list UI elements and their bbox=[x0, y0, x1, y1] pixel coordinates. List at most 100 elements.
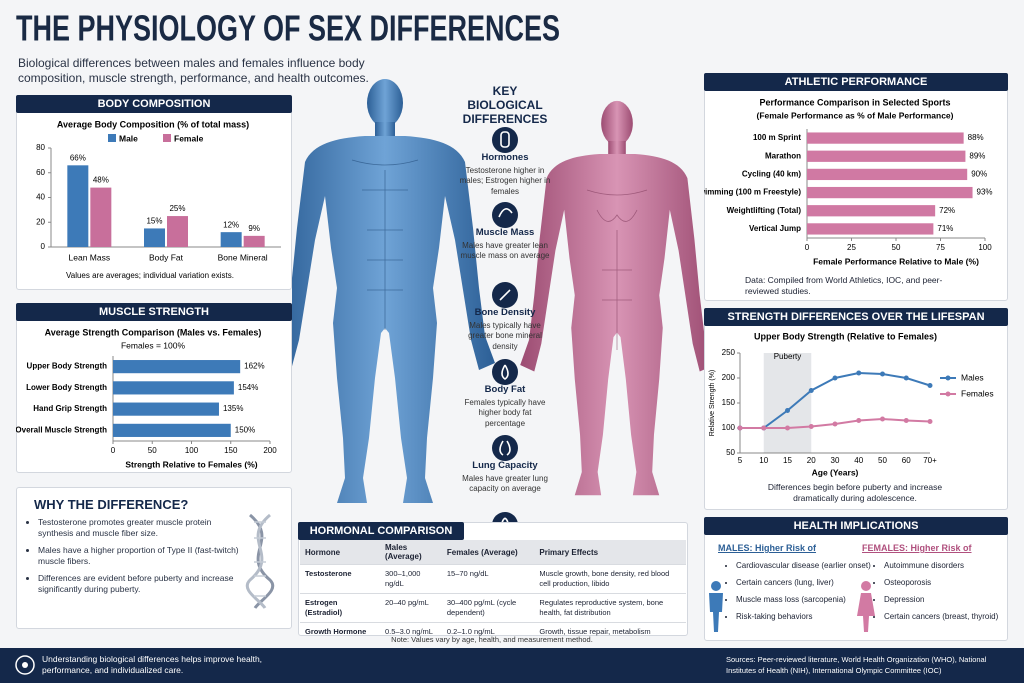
females-list: Autoimmune disorders Osteoporosis Depressi… bbox=[872, 560, 1014, 628]
x-tick-label: 50 bbox=[878, 456, 887, 465]
risk-item: Osteoporosis bbox=[884, 577, 1014, 588]
value-label: 154% bbox=[238, 383, 258, 392]
legend-label: Male bbox=[119, 133, 138, 143]
x-tick-label: 70+ bbox=[923, 456, 937, 465]
y-tick-label: 60 bbox=[36, 168, 45, 177]
risk-item: Certain cancers (breast, thyroid) bbox=[884, 611, 1014, 622]
chart: Upper Body Strength (Relative to Females… bbox=[709, 331, 994, 477]
footer-sources: Sources: Peer-reviewed literature, World… bbox=[726, 655, 987, 675]
y-tick-label: 80 bbox=[36, 143, 45, 152]
bar bbox=[807, 205, 936, 217]
why-bullet: Differences are evident before puberty a… bbox=[38, 573, 248, 595]
table-cell: Testosterone bbox=[300, 564, 380, 594]
key-item-title: Body Fat bbox=[484, 384, 526, 395]
table-note: Note: Values vary by age, health, and me… bbox=[391, 635, 593, 644]
table-cell: 20–40 pg/mL bbox=[380, 593, 442, 623]
footer bbox=[0, 648, 1024, 683]
y-tick-label: 20 bbox=[36, 217, 45, 226]
x-tick-label: 0 bbox=[805, 243, 810, 252]
y-tick-label: Hand Grip Strength bbox=[33, 404, 107, 413]
x-tick-label: 50 bbox=[892, 243, 901, 252]
chart-note: Values are averages; individual variatio… bbox=[66, 271, 234, 280]
chart: Performance Comparison in Selected Sport… bbox=[704, 97, 993, 266]
table-box: Hormone Males (Average) Females (Average) P… bbox=[300, 540, 686, 641]
y-tick-label: Upper Body Strength bbox=[27, 362, 108, 371]
x-tick-label: Lean Mass bbox=[69, 252, 111, 262]
x-tick-label: 50 bbox=[148, 446, 157, 455]
bar bbox=[807, 223, 934, 235]
panel bbox=[704, 308, 1008, 510]
point bbox=[737, 425, 743, 431]
panel-heading: BODY COMPOSITION bbox=[16, 95, 292, 113]
point bbox=[832, 375, 838, 381]
panel bbox=[16, 487, 292, 629]
y-tick-label: 100 bbox=[722, 423, 736, 432]
y-tick-label: 0 bbox=[41, 242, 46, 251]
column-header: Hormone bbox=[300, 540, 380, 565]
panel-heading: STRENGTH DIFFERENCES OVER THE LIFESPAN bbox=[704, 308, 1008, 326]
key-item-title: Hormones bbox=[481, 152, 529, 163]
chart-subtitle: (Female Performance as % of Male Perform… bbox=[757, 110, 954, 120]
x-axis-label: Age (Years) bbox=[812, 467, 859, 477]
table-cell: 300–1,000 ng/dL bbox=[380, 564, 442, 594]
point bbox=[761, 425, 767, 431]
risk-item: Depression bbox=[884, 594, 1014, 605]
x-tick-label: 100 bbox=[978, 243, 992, 252]
females-heading: FEMALES: Higher Risk of bbox=[862, 543, 972, 553]
x-tick-label: 100 bbox=[185, 446, 199, 455]
table-row: Estrogen (Estradiol) 20–40 pg/mL 30–400 pg… bbox=[300, 593, 686, 623]
x-tick-label: 200 bbox=[263, 446, 277, 455]
key-item: Bone Density Males typically have greater… bbox=[459, 307, 551, 352]
male-icon bbox=[709, 581, 723, 632]
table-cell: 0.2–1.0 ng/mL bbox=[441, 622, 535, 641]
page-title: THE PHYSIOLOGY OF SEX DIFFERENCES bbox=[16, 8, 560, 49]
table-cell: 30–400 pg/mL (cycle dependent) bbox=[441, 593, 535, 623]
x-tick-label: 75 bbox=[936, 243, 945, 252]
value-label: 90% bbox=[971, 170, 987, 179]
panel-heading: HEALTH IMPLICATIONS bbox=[704, 517, 1008, 535]
key-item: Muscle Mass Males have greater lean muscl… bbox=[459, 227, 551, 262]
muscle-lines bbox=[351, 159, 419, 330]
table-cell: 15–70 ng/dL bbox=[441, 564, 535, 594]
chart-subtitle: Females = 100% bbox=[121, 340, 185, 350]
y-tick-label: Swimming (100 m Freestyle) bbox=[704, 188, 801, 197]
y-axis-label: Relative Strength (%) bbox=[709, 370, 716, 437]
dna-icon bbox=[245, 513, 275, 609]
bar bbox=[807, 186, 973, 199]
bar bbox=[807, 150, 966, 162]
x-tick-label: 15 bbox=[783, 456, 792, 465]
bar bbox=[113, 423, 231, 437]
y-tick-label: Lower Body Strength bbox=[26, 383, 107, 392]
legend-label: Males bbox=[961, 372, 984, 382]
x-tick-label: Body Fat bbox=[149, 252, 184, 262]
why-bullet: Testosterone promotes greater muscle pro… bbox=[38, 517, 248, 539]
key-item-text: Males typically have greater bone minera… bbox=[468, 320, 542, 351]
y-tick-label: Weightlifting (Total) bbox=[727, 206, 802, 215]
bar bbox=[144, 228, 165, 247]
value-label: 12% bbox=[223, 220, 239, 229]
value-label: 9% bbox=[248, 224, 260, 233]
value-label: 89% bbox=[969, 151, 985, 160]
footer-icon bbox=[15, 655, 35, 675]
legend-label: Female bbox=[174, 133, 204, 143]
bar bbox=[243, 235, 265, 247]
point bbox=[927, 383, 933, 388]
subtitle: Biological differences between males and… bbox=[18, 56, 369, 85]
point bbox=[927, 419, 933, 424]
panel-heading: HORMONAL COMPARISON bbox=[298, 522, 464, 540]
y-tick-label: 100 m Sprint bbox=[753, 133, 801, 142]
column-header: Males (Average) bbox=[380, 540, 442, 565]
bar bbox=[113, 360, 241, 374]
chart-note: Differences begin before puberty and inc… bbox=[767, 482, 943, 503]
table-cell: Growth Hormone bbox=[300, 622, 380, 641]
y-tick-label: 150 bbox=[722, 398, 736, 407]
point bbox=[856, 418, 862, 423]
risk-item: Risk-taking behaviors bbox=[736, 611, 876, 622]
point bbox=[808, 424, 814, 429]
x-tick-label: 40 bbox=[854, 456, 863, 465]
panel bbox=[704, 517, 1008, 641]
key-item-title: Bone Density bbox=[474, 307, 536, 318]
key-item: Hormones Testosterone higher in males; Es… bbox=[459, 152, 551, 197]
female-icon bbox=[857, 581, 875, 632]
